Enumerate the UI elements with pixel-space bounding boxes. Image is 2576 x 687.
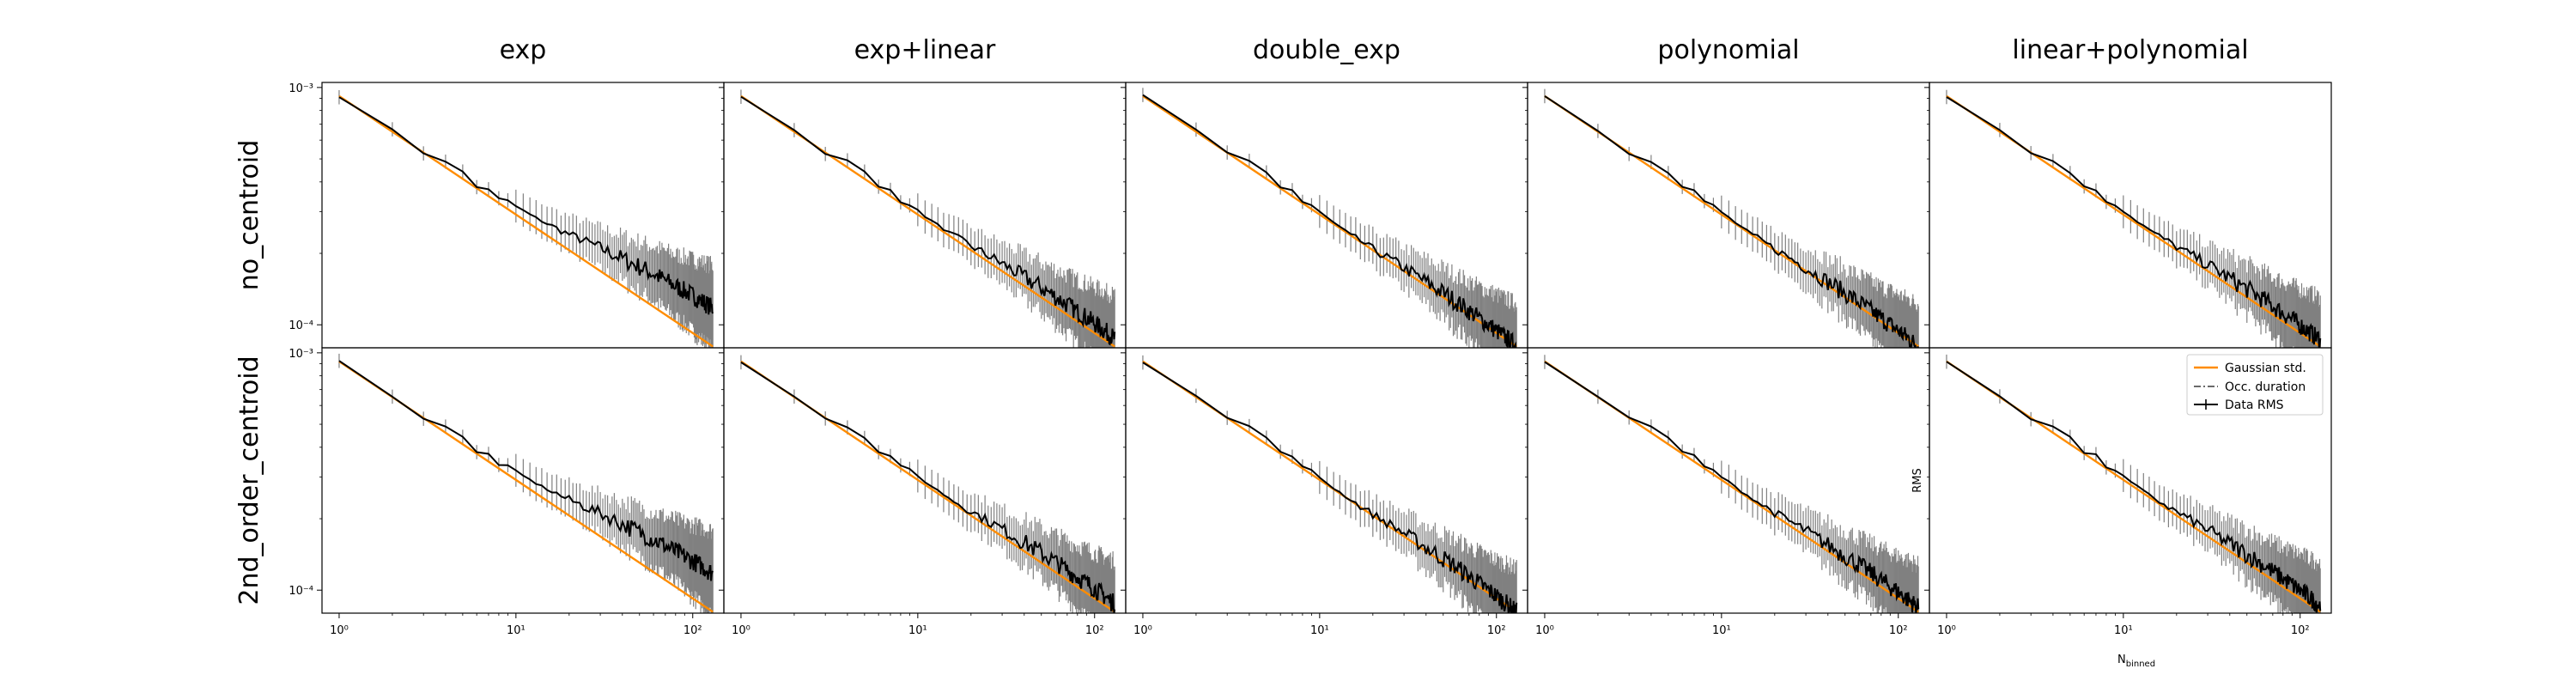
- x-axis-label-subscript: binned: [2126, 660, 2155, 669]
- panel-r0-c2: [1121, 82, 1528, 349]
- legend: [2186, 354, 2324, 416]
- row-title: no_centroid: [234, 140, 264, 291]
- x-tick-label: 10⁰: [1535, 624, 1554, 637]
- panel-r1-c2-plot-area: [1142, 355, 1518, 613]
- column-title: double_exp: [1253, 35, 1400, 65]
- panel-r1-c0: [317, 347, 725, 618]
- panel-r1-c3: [1522, 347, 1930, 618]
- panel-r0-c0: [317, 82, 725, 349]
- row-title: 2nd_order_centroid: [234, 356, 264, 605]
- panel-r0-c2-plot-area: [1142, 88, 1517, 348]
- column-title: exp: [500, 35, 547, 65]
- panel-r0-c1-plot-area: [740, 89, 1116, 348]
- panel-r0-c1-gaussian-line: [740, 94, 1115, 348]
- panel-r0-c4-rms-line: [1946, 96, 2322, 348]
- x-tick-label: 10²: [2291, 624, 2310, 637]
- panel-r0-c3-plot-area: [1544, 88, 1919, 348]
- y-tick-label: 10⁻³: [289, 82, 313, 95]
- panel-r1-c1: [719, 347, 1127, 618]
- panel-r1-c3-plot-area: [1544, 355, 1920, 613]
- y-tick-label: 10⁻⁴: [289, 319, 313, 332]
- panel-r0-c4: [1924, 82, 2332, 349]
- panel-r1-c2-rms-line: [1142, 362, 1518, 613]
- panel-r0-c4-plot-area: [1946, 89, 2322, 348]
- panel-r1-c1-plot-area: [740, 355, 1116, 613]
- y-axis-label: RMS: [1911, 468, 1924, 493]
- x-tick-label: 10²: [1889, 624, 1908, 637]
- x-tick-label: 10¹: [2114, 624, 2133, 637]
- x-tick-label: 10²: [1487, 624, 1506, 637]
- panel-r1-c4-plot-area: [1946, 354, 2322, 613]
- column-title: polynomial: [1657, 35, 1799, 65]
- panel-r1-c4-frame: [1929, 347, 2332, 614]
- x-tick-label: 10⁰: [732, 624, 750, 637]
- panel-r0-c0-gaussian-line: [338, 94, 714, 348]
- column-title: linear+polynomial: [2012, 35, 2248, 65]
- legend-rms-label: Data RMS: [2225, 398, 2284, 412]
- y-tick-label: 10⁻⁴: [289, 585, 313, 598]
- panel-r0-c3: [1522, 82, 1930, 349]
- panel-r1-c0-rms-line: [338, 360, 714, 581]
- panel-r1-c4-rms-line: [1946, 361, 2322, 613]
- legend-occ-label: Occ. duration: [2225, 380, 2306, 394]
- panel-r1-c1-rms-line: [740, 362, 1116, 613]
- x-tick-label: 10²: [683, 624, 702, 637]
- panel-r1-c2: [1121, 347, 1528, 618]
- panel-r0-c0-plot-area: [338, 89, 714, 348]
- x-axis-label: Nbinned: [2117, 654, 2155, 669]
- legend-gaussian-label: Gaussian std.: [2225, 362, 2306, 375]
- panel-r0-c3-rms-line: [1544, 95, 1919, 348]
- x-tick-label: 10¹: [1310, 624, 1329, 637]
- panel-r0-c4-gaussian-line: [1946, 94, 2321, 348]
- legend-box: [2186, 354, 2324, 416]
- panel-r1-c0-plot-area: [338, 353, 714, 613]
- panel-r0-c2-gaussian-line: [1142, 94, 1517, 348]
- x-tick-label: 10⁰: [330, 624, 349, 637]
- column-title: exp+linear: [854, 35, 996, 65]
- x-tick-label: 10¹: [507, 624, 526, 637]
- y-tick-label: 10⁻³: [289, 348, 313, 361]
- panel-r0-c0-rms-line: [338, 96, 714, 315]
- panel-r1-c4: [1924, 347, 2332, 618]
- panel-r0-c1: [719, 82, 1127, 349]
- x-tick-label: 10¹: [1712, 624, 1731, 637]
- x-tick-label: 10²: [1085, 624, 1104, 637]
- panel-r1-c3-rms-line: [1544, 361, 1920, 613]
- x-tick-label: 10⁰: [1133, 624, 1152, 637]
- panel-r0-c2-rms-line: [1142, 94, 1517, 348]
- x-tick-label: 10¹: [908, 624, 927, 637]
- x-tick-label: 10⁰: [1937, 624, 1956, 637]
- panel-r0-c1-rms-line: [740, 95, 1116, 346]
